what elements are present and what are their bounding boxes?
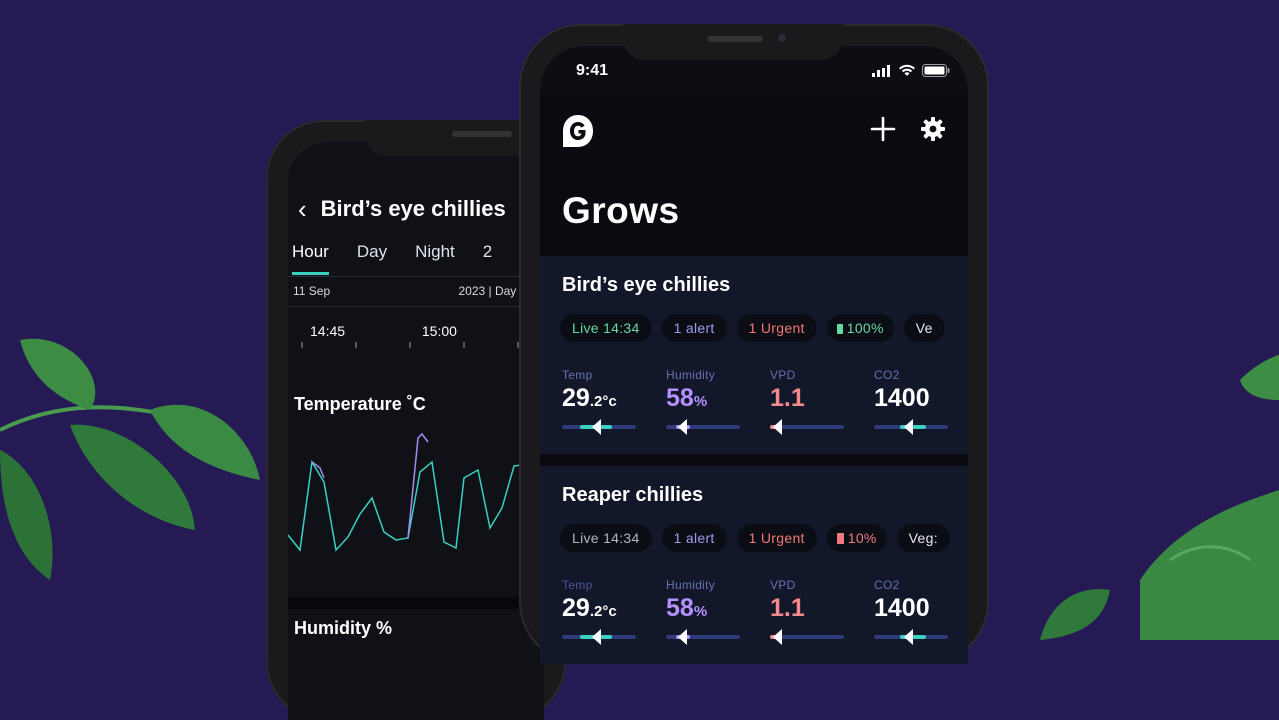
tab-more[interactable]: 2 — [482, 242, 493, 261]
metric-value: 29.2°c — [562, 384, 617, 412]
status-chips: Live 14:34 1 alert 1 Urgent 10% Veg: — [560, 524, 950, 552]
wifi-icon — [899, 64, 915, 76]
date-row: 11 Sep 2023 | Day 14 — [293, 284, 533, 298]
settings-gear-icon[interactable] — [920, 116, 946, 142]
temperature-line-chart — [288, 432, 528, 552]
status-chips: Live 14:34 1 alert 1 Urgent 100% Ve — [560, 314, 945, 342]
grow-name: Bird’s eye chillies — [562, 274, 731, 296]
range-slider — [770, 629, 844, 645]
metric-value: 1400 — [874, 594, 930, 622]
range-slider — [666, 419, 740, 435]
tabs-divider — [288, 276, 544, 277]
time-label: 14:45 — [310, 323, 346, 339]
battery-value: 10% — [847, 530, 877, 546]
metric-value: 58% — [666, 384, 708, 412]
time-label: 15:00 — [421, 323, 457, 339]
metric-label: VPD — [770, 578, 796, 592]
back-phone: ‹ Bird’s eye chillies Hour Day Night 2 1… — [266, 120, 606, 720]
range-slider — [562, 419, 636, 435]
time-axis: 14:45 15:00 — [310, 323, 530, 339]
range-slider — [770, 419, 844, 435]
live-chip[interactable]: Live 14:34 — [560, 314, 652, 342]
metric-label: Humidity — [666, 578, 716, 592]
battery-chip[interactable]: 10% — [826, 524, 887, 552]
signal-icon — [872, 64, 890, 77]
temperature-title: Temperature ˚C — [294, 394, 426, 414]
back-page-title: Bird’s eye chillies — [320, 196, 506, 221]
metric-label: Temp — [562, 578, 593, 592]
grow-card[interactable]: Reaper chillies Live 14:34 1 alert 1 Urg… — [540, 466, 968, 664]
date-left: 11 Sep — [293, 284, 331, 298]
battery-value: 100% — [846, 320, 884, 336]
leaves-decoration — [0, 338, 1279, 640]
metric-label: Temp — [562, 368, 593, 382]
time-ticks — [301, 342, 519, 348]
metric-co2: CO2 1400 — [874, 368, 968, 435]
battery-icon — [922, 64, 950, 77]
metric-vpd: VPD 1.1 — [770, 578, 874, 645]
front-phone: 9:41 Grows — [519, 24, 989, 664]
grow-card[interactable]: Bird’s eye chillies Live 14:34 1 alert 1… — [540, 256, 968, 454]
back-phone-screen: ‹ Bird’s eye chillies Hour Day Night 2 1… — [288, 142, 544, 720]
page-title: Grows — [562, 190, 680, 231]
tab-night[interactable]: Night — [415, 242, 455, 261]
metric-value: 1400 — [874, 384, 930, 412]
metric-temp: Temp 29.2°c — [562, 578, 666, 645]
front-notch — [623, 24, 843, 60]
dates-divider — [288, 306, 544, 307]
camera-icon — [775, 31, 789, 45]
urgent-chip[interactable]: 1 Urgent — [736, 524, 817, 552]
metric-label: Humidity — [666, 368, 716, 382]
tab-hour[interactable]: Hour — [292, 242, 329, 275]
date-right: 2023 | Day 14 — [458, 284, 533, 298]
metric-value: 1.1 — [770, 594, 805, 622]
metric-label: VPD — [770, 368, 796, 382]
app-header: Grows — [540, 96, 968, 256]
metric-label: CO2 — [874, 578, 900, 592]
metric-value: 29.2°c — [562, 594, 617, 622]
metric-humidity: Humidity 58% — [666, 368, 770, 435]
metric-label: CO2 — [874, 368, 900, 382]
battery-chip[interactable]: 100% — [826, 314, 894, 342]
range-slider — [562, 629, 636, 645]
stage-chip[interactable]: Veg: — [896, 524, 950, 552]
live-chip[interactable]: Live 14:34 — [560, 524, 652, 552]
battery-icon — [836, 324, 843, 334]
range-slider — [874, 419, 948, 435]
range-slider — [666, 629, 740, 645]
metric-value: 58% — [666, 594, 708, 622]
back-chevron-icon[interactable]: ‹ — [298, 194, 307, 224]
section-divider — [288, 597, 544, 609]
tab-day[interactable]: Day — [356, 242, 388, 261]
metric-co2: CO2 1400 — [874, 578, 968, 645]
front-phone-screen: 9:41 Grows — [540, 46, 968, 664]
metric-vpd: VPD 1.1 — [770, 368, 874, 435]
humidity-title: Humidity % — [294, 618, 393, 638]
alert-chip[interactable]: 1 alert — [661, 524, 727, 552]
range-slider — [874, 629, 948, 645]
temperature-peak — [311, 461, 325, 479]
urgent-chip[interactable]: 1 Urgent — [736, 314, 817, 342]
back-header: ‹ Bird’s eye chillies — [298, 196, 506, 222]
metric-humidity: Humidity 58% — [666, 578, 770, 645]
battery-low-icon — [836, 533, 844, 544]
app-logo-icon — [563, 115, 593, 147]
status-time: 9:41 — [576, 62, 609, 79]
metric-value: 1.1 — [770, 384, 805, 412]
card-divider — [540, 454, 968, 466]
metric-temp: Temp 29.2°c — [562, 368, 666, 435]
time-range-tabs: Hour Day Night 2 — [292, 242, 520, 275]
add-grow-button[interactable] — [870, 116, 896, 142]
metrics-row: Temp 29.2°c Humidity 58% VPD 1.1 CO2 140… — [562, 368, 968, 435]
status-icons — [872, 64, 950, 77]
alert-chip[interactable]: 1 alert — [661, 314, 727, 342]
grow-name: Reaper chillies — [562, 484, 704, 506]
stage-chip[interactable]: Ve — [903, 314, 945, 342]
temperature-peak — [407, 432, 429, 539]
metrics-row: Temp 29.2°c Humidity 58% VPD 1.1 CO2 140… — [562, 578, 968, 645]
